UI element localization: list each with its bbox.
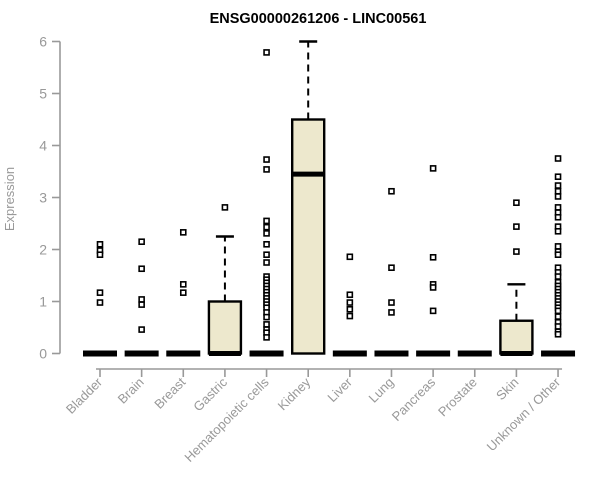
outlier-point: [179, 281, 187, 288]
y-tick-label: 1: [39, 294, 47, 310]
outlier-point: [263, 251, 270, 258]
collapsed-box: [166, 350, 201, 357]
x-tick-label: Brain: [115, 375, 147, 407]
outlier-point: [554, 193, 562, 200]
outlier-point: [263, 166, 270, 173]
collapsed-box: [416, 350, 451, 357]
outlier-point: [554, 213, 562, 221]
outlier-point: [429, 165, 437, 172]
x-tick-label: Bladder: [63, 374, 106, 417]
outlier-point: [513, 199, 520, 206]
outlier-point: [346, 299, 354, 306]
outlier-point: [554, 243, 562, 250]
outlier-point: [96, 251, 104, 258]
outlier-point: [554, 330, 562, 338]
box: [207, 300, 243, 355]
y-tick-label: 4: [39, 138, 47, 154]
outlier-point: [346, 305, 354, 313]
outlier-point: [179, 289, 187, 296]
outlier-point: [429, 254, 437, 261]
outlier-point: [429, 284, 437, 291]
outlier-point: [263, 217, 270, 225]
y-tick-label: 3: [39, 190, 47, 206]
outlier-point: [554, 187, 562, 195]
outlier-point: [388, 309, 395, 316]
y-axis-label: Expression: [2, 167, 17, 231]
x-tick-label: Kidney: [275, 374, 314, 413]
outlier-point: [388, 187, 395, 195]
outlier-point: [263, 259, 270, 266]
outlier-point: [513, 248, 520, 255]
outlier-point: [554, 251, 562, 258]
outlier-point: [346, 253, 354, 261]
collapsed-box: [374, 350, 409, 357]
outlier-point: [263, 156, 270, 163]
y-tick-label: 0: [39, 346, 47, 362]
collapsed-box: [83, 350, 117, 357]
box: [499, 319, 534, 355]
x-tick-label: Prostate: [435, 375, 480, 420]
outlier-point: [138, 326, 145, 333]
collapsed-box: [332, 350, 367, 357]
y-tick-label: 5: [39, 86, 47, 102]
outlier-point: [554, 204, 562, 211]
x-tick-label: Skin: [493, 375, 521, 403]
outlier-point: [346, 312, 354, 320]
outlier-point: [221, 204, 229, 211]
outlier-point: [138, 301, 145, 308]
outlier-point: [263, 49, 270, 56]
x-tick-label: Unknown / Other: [484, 374, 564, 454]
collapsed-box: [249, 350, 284, 357]
outlier-point: [554, 182, 562, 189]
x-tick-label: Liver: [324, 374, 355, 405]
outlier-point: [138, 296, 145, 303]
outlier-point: [138, 238, 145, 245]
outlier-point: [554, 313, 562, 320]
outlier-point: [554, 173, 562, 180]
outlier-point: [388, 264, 395, 272]
y-tick-label: 6: [39, 34, 47, 50]
collapsed-box: [457, 350, 492, 357]
x-tick-label: Lung: [366, 375, 397, 406]
outlier-point: [429, 307, 437, 315]
box: [291, 118, 326, 355]
outlier-point: [554, 323, 562, 330]
collapsed-box: [124, 350, 159, 357]
outlier-point: [263, 334, 270, 341]
outlier-point: [513, 223, 520, 230]
outlier-point: [96, 289, 104, 296]
outlier-point: [346, 291, 354, 299]
x-tick-label: Breast: [151, 374, 188, 411]
outlier-point: [263, 223, 270, 231]
outlier-point: [96, 299, 104, 306]
outlier-point: [554, 228, 562, 235]
collapsed-box: [541, 350, 576, 357]
outlier-point: [138, 265, 145, 273]
outlier-point: [263, 241, 270, 248]
x-tick-label: Pancreas: [389, 374, 439, 424]
outlier-point: [388, 299, 395, 306]
outlier-point: [554, 273, 562, 280]
outlier-point: [263, 321, 270, 328]
outlier-point: [263, 230, 270, 237]
outlier-point: [554, 155, 562, 162]
outlier-point: [554, 307, 562, 315]
outlier-point: [263, 313, 270, 321]
outlier-point: [96, 241, 104, 248]
outlier-point: [179, 229, 187, 236]
y-tick-label: 2: [39, 242, 47, 258]
chart-title: ENSG00000261206 - LINC00561: [210, 11, 427, 27]
x-tick-label: Gastric: [190, 374, 230, 414]
